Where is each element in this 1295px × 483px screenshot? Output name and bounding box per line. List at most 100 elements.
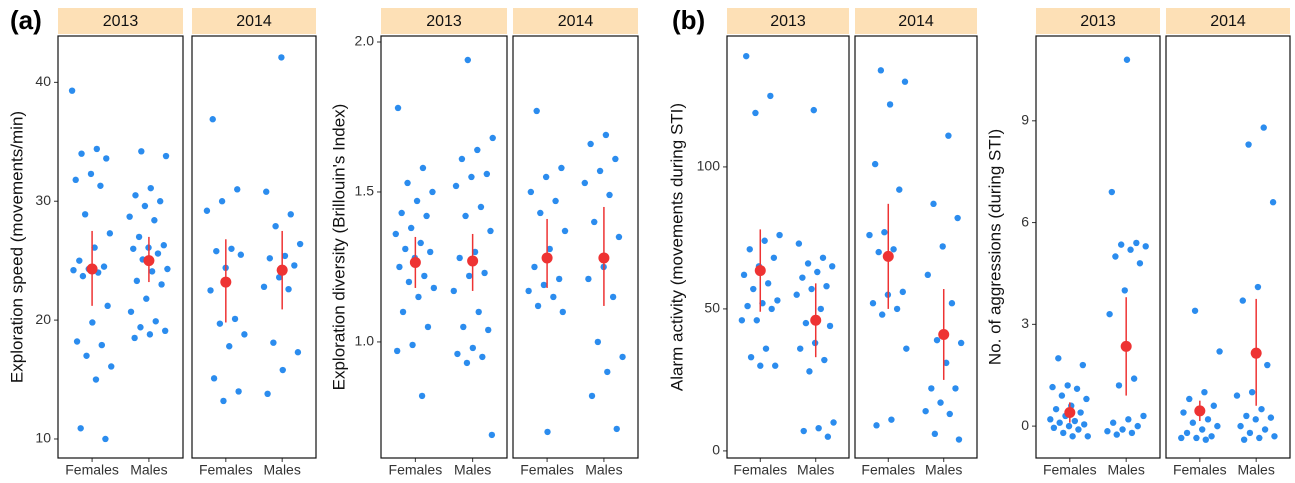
y-tick-label: 10 [35,430,51,446]
strip-title: 2013 [770,13,806,30]
data-point [615,233,623,241]
data-point [594,338,602,346]
data-point [77,425,84,432]
data-point [398,209,405,217]
data-point [561,227,569,235]
data-point [875,248,882,256]
data-point [823,282,830,290]
data-point [127,308,135,315]
data-point [559,308,566,316]
y-tick-label: 50 [704,300,720,316]
panel-label: (a) [10,5,42,35]
data-point [1186,395,1193,403]
data-point [210,375,218,382]
data-point [483,170,491,178]
data-point [893,305,901,313]
data-point [231,315,239,323]
data-point [89,319,96,326]
data-point [1084,433,1091,440]
strip-background [192,8,316,34]
data-point [602,131,610,139]
data-point [404,179,411,187]
data-point [104,302,111,310]
strip-background [1036,8,1160,34]
strip-background [381,8,507,34]
data-point [1060,429,1067,437]
data-point [1269,199,1277,206]
data-point [1079,361,1087,369]
panel-border [380,35,508,459]
data-point [481,269,488,277]
data-point [474,146,481,154]
data-point [613,425,620,433]
panel-border [512,35,639,459]
data-point [78,150,85,157]
data-point [1254,283,1262,291]
y-tick-label: 3 [1021,315,1029,331]
data-point [924,271,932,279]
data-point [1125,416,1132,423]
data-point [619,353,626,361]
strip-title: 2014 [558,13,594,30]
y-tick-label: 20 [35,311,51,327]
data-point [1256,434,1263,442]
data-point [814,268,821,276]
data-point [1201,388,1208,396]
data-point [143,295,150,302]
mean-point [938,328,950,340]
data-point [207,287,214,294]
data-point [126,213,133,220]
data-point [1178,434,1185,442]
data-point [793,291,800,298]
data-point [487,227,494,235]
data-point [930,200,937,208]
data-point [544,428,551,436]
data-point [1264,361,1271,369]
data-point [1216,348,1223,355]
data-point [133,277,141,285]
data-point [409,341,416,349]
data-point [922,407,929,415]
data-point [817,305,825,313]
data-point [76,257,83,264]
data-point [1047,416,1054,423]
data-point [1260,124,1267,131]
data-point [829,263,836,270]
data-point [957,339,965,347]
data-point [454,350,461,358]
data-point [740,271,748,279]
data-point [392,230,399,238]
data-point [1075,426,1082,433]
data-point [537,209,544,217]
data-point [1204,416,1212,423]
x-tick-label: Females [1173,462,1227,478]
y-tick-label: 100 [697,158,721,174]
x-tick-label: Females [1043,462,1097,478]
data-point [821,356,828,364]
data-point [1140,412,1147,420]
data-point [1243,412,1250,420]
data-point [1058,392,1066,399]
strip-title: 2014 [236,13,272,30]
data-point [546,245,553,253]
data-point [806,368,813,375]
data-point [743,52,750,60]
data-point [1240,436,1248,443]
data-point [1056,419,1063,426]
data-point [93,145,101,153]
y-tick-label: 0 [1021,417,1029,433]
x-tick-label: Females [65,462,119,478]
data-point [469,344,477,352]
data-point [161,327,169,335]
data-point [1261,426,1269,433]
data-point [752,109,759,117]
data-point [1119,426,1126,433]
data-point [396,263,403,271]
data-point [485,326,492,334]
data-point [945,132,952,139]
mean-point [86,263,98,275]
data-point [263,188,270,195]
strip-title: 2013 [426,13,462,30]
strip-background [58,8,183,34]
